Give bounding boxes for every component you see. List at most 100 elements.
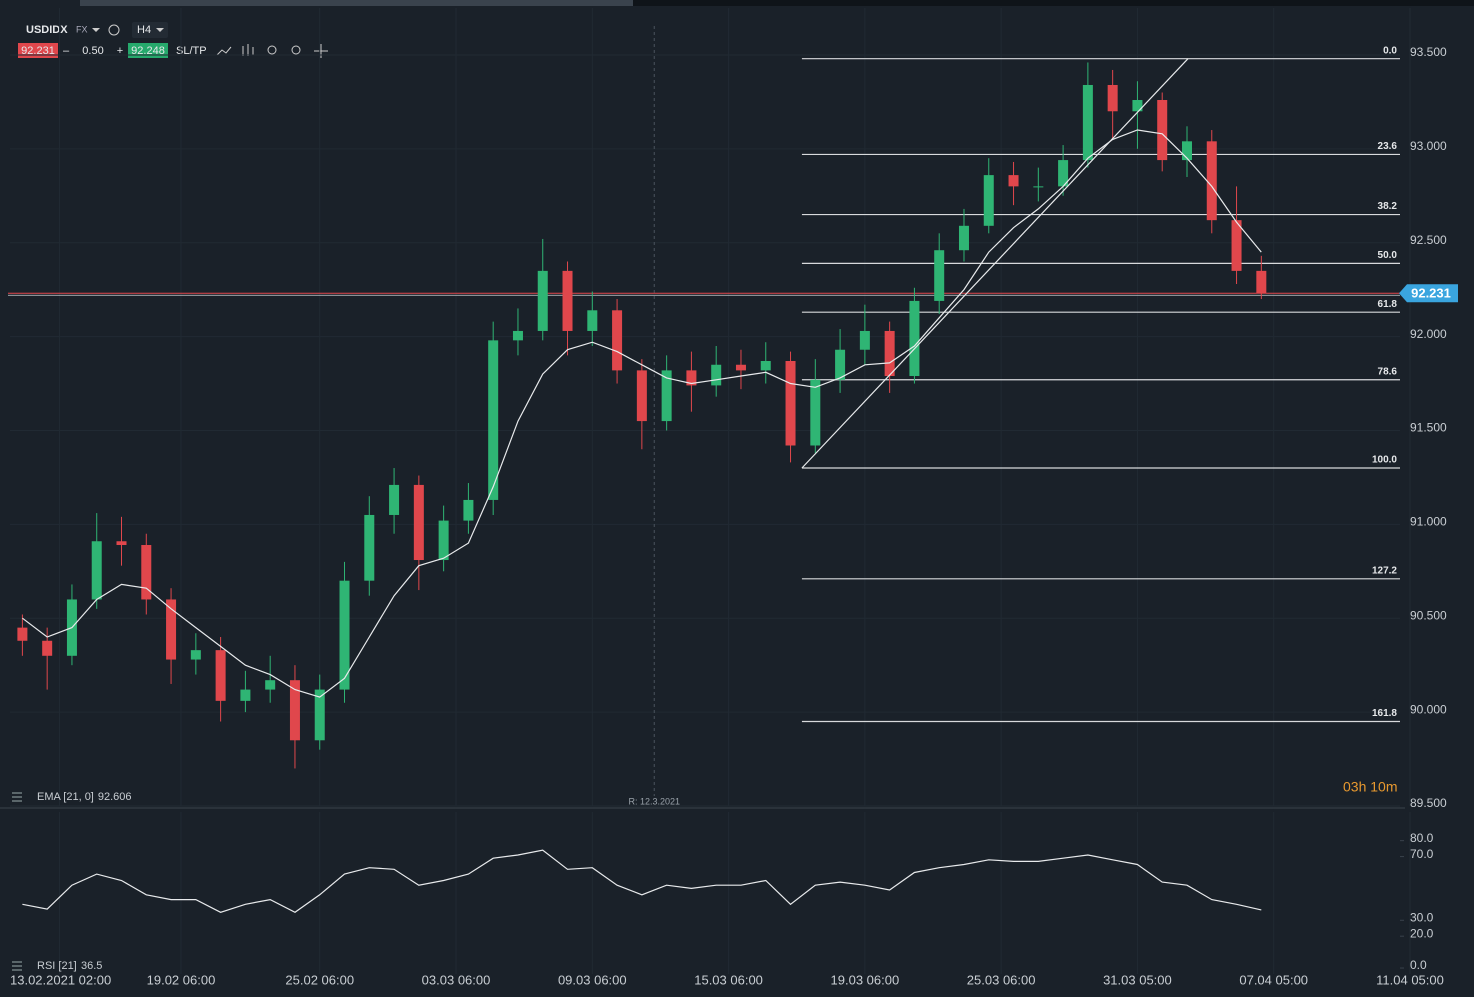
spread[interactable]: 0.50 [82, 45, 103, 57]
candle-icon[interactable] [242, 44, 254, 56]
dropdown-icon[interactable] [156, 28, 164, 32]
candle-body [240, 689, 251, 701]
bar-timer: 03h 10m [1343, 779, 1397, 795]
candle-body [1181, 141, 1192, 161]
y-tick-label: 92.000 [1410, 327, 1447, 341]
timeframe-box[interactable] [132, 22, 168, 38]
y-tick-label: 90.000 [1410, 702, 1447, 716]
rsi-value: 36.5 [81, 960, 102, 972]
fib-label: 78.6 [1378, 366, 1398, 377]
candle-body [1033, 186, 1044, 188]
candle-body [339, 580, 350, 690]
candle-body [1082, 84, 1093, 161]
trendline [801, 58, 1189, 469]
sell-button[interactable] [18, 43, 58, 58]
x-tick-label: 19.02 06:00 [147, 972, 216, 987]
price-tag [1399, 284, 1458, 303]
candle-body [438, 520, 449, 561]
y-tick-label: 20.0 [1410, 926, 1434, 940]
line-icon[interactable] [216, 46, 232, 56]
candle-body [1256, 270, 1267, 294]
candle-body [760, 360, 771, 371]
candle-body [265, 680, 276, 690]
zoom-in-icon[interactable] [291, 45, 301, 55]
legend-icon [12, 961, 22, 971]
y-tick-label: 91.000 [1410, 515, 1447, 529]
candle-body [785, 360, 796, 446]
candle-body [463, 499, 474, 521]
candle-body [1231, 220, 1242, 271]
candle-body [661, 370, 672, 422]
legend-icon [12, 792, 22, 802]
crosshair-icon[interactable] [314, 44, 328, 58]
candle-body [884, 330, 895, 377]
candle-body [116, 541, 127, 546]
candle-body [215, 650, 226, 701]
zoom-out-icon[interactable] [267, 45, 277, 55]
bid-price[interactable]: 92.231 [21, 45, 55, 57]
fib-label: 161.8 [1372, 708, 1397, 719]
top-strip [80, 0, 633, 6]
y-tick-label: 0.0 [1410, 958, 1427, 972]
x-tick-label: 25.02 06:00 [285, 972, 354, 987]
candle-body [1157, 100, 1168, 161]
y-tick-label: 92.500 [1410, 233, 1447, 247]
x-tick-label: 07.04 05:00 [1239, 972, 1308, 987]
plus[interactable]: + [117, 45, 123, 57]
candle-body [562, 270, 573, 331]
candle-body [413, 484, 424, 561]
candle-body [166, 599, 177, 660]
candle-body [537, 270, 548, 331]
candle-body [91, 541, 102, 600]
candle-body [735, 364, 746, 371]
candle-body [488, 340, 499, 500]
candle-body [983, 175, 994, 226]
candle-body [42, 640, 53, 656]
candle-body [190, 650, 201, 660]
minus[interactable]: – [63, 45, 70, 57]
ask-price[interactable]: 92.248 [131, 45, 165, 57]
rsi-name: RSI [21] [37, 960, 77, 972]
sl-tp[interactable]: SL/TP [176, 45, 207, 57]
plot: 93.500 93.000 92.500 92.000 91.500 91.000 90.5… [8, 8, 1458, 987]
ema-value: 92.606 [98, 791, 132, 803]
candle-body [909, 300, 920, 377]
timeframe[interactable]: H4 [137, 24, 151, 36]
candle-body [512, 330, 523, 341]
candle-body [587, 310, 598, 331]
candle-body [314, 689, 325, 741]
x-tick-label: 19.03 06:00 [831, 972, 900, 987]
candle-body [1206, 141, 1217, 221]
y-tick-label: 93.500 [1410, 45, 1447, 59]
info-icon[interactable] [108, 24, 120, 36]
x-tick-label: 09.03 06:00 [558, 972, 627, 987]
buy-button[interactable] [128, 43, 168, 58]
y-tick-label: 90.500 [1410, 608, 1447, 622]
x-tick-label: 03.03 06:00 [422, 972, 491, 987]
x-tick-label: 25.03 06:00 [967, 972, 1036, 987]
y-tick-label: 80.0 [1410, 831, 1434, 845]
candle-body [1008, 175, 1019, 187]
y-tick-label: 93.000 [1410, 139, 1447, 153]
marker-label: R: 12.3.2021 [628, 796, 680, 806]
x-tick-label: 13.02.2021 02:00 [10, 972, 111, 987]
symbol[interactable]: USDIDX [26, 24, 68, 36]
candle-body [1058, 160, 1069, 187]
fib-label: 38.2 [1378, 201, 1398, 212]
fib-label: 0.0 [1383, 45, 1397, 56]
candle-body [1132, 100, 1143, 112]
price-tag-label: 92.231 [1411, 286, 1451, 301]
y-tick-label: 91.500 [1410, 421, 1447, 435]
dropdown-icon[interactable] [92, 28, 100, 32]
rsi-line [22, 849, 1262, 913]
y-tick-label: 89.500 [1410, 796, 1447, 810]
market: FX [76, 24, 88, 34]
candle-body [17, 627, 28, 641]
candle-body [835, 349, 846, 380]
x-tick-label: 31.03 05:00 [1103, 972, 1172, 987]
x-tick-label: 15.03 06:00 [694, 972, 763, 987]
candle-body [612, 310, 623, 371]
